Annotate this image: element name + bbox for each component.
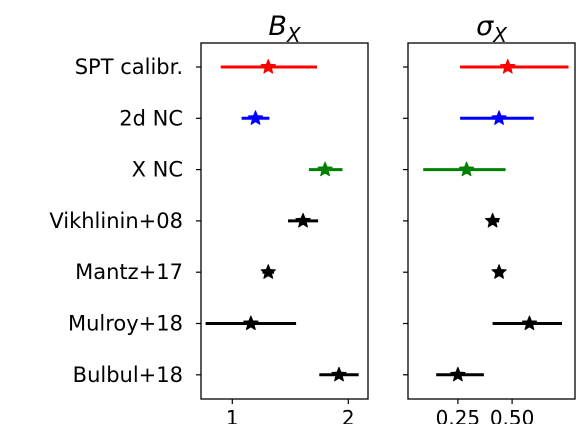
star-marker: [521, 315, 538, 331]
star-marker: [484, 212, 501, 228]
x-tick-label: 1: [226, 406, 239, 424]
star-marker: [317, 161, 333, 177]
row-label: Vikhlinin+08: [49, 209, 183, 233]
row-label: SPT calibr.: [75, 55, 183, 79]
star-marker: [247, 110, 264, 125]
star-marker: [243, 315, 259, 331]
panel-b-x-frame: [200, 42, 369, 400]
row-label: 2d NC: [119, 106, 183, 130]
star-marker: [491, 264, 507, 279]
star-marker: [491, 110, 507, 125]
row-label: Bulbul+18: [73, 363, 183, 387]
row-label: Mulroy+18: [68, 312, 183, 336]
x-tick-label: 2: [342, 406, 355, 424]
panel-b-x-title: BX: [268, 11, 302, 47]
panel-sigma-x-title: σX: [476, 11, 508, 47]
panel-b-x-marks: [205, 59, 359, 382]
panel-sigma-x-ticks: 0.25 0.50: [403, 66, 535, 424]
panel-sigma-x-marks: [423, 59, 569, 382]
panel-b-x: BX SPT calibr. 2d NC X NC Vikhlinin+08 Mantz…: [49, 11, 369, 424]
star-marker: [260, 59, 276, 74]
panel-sigma-x: σX 0.25 0.50: [403, 11, 576, 424]
star-marker: [331, 366, 347, 382]
star-marker: [295, 212, 311, 228]
x-tick-label: 0.50: [490, 406, 535, 424]
star-marker: [450, 366, 466, 382]
row-label: X NC: [132, 158, 183, 182]
star-marker: [458, 161, 475, 177]
x-tick-label: 0.25: [436, 406, 481, 424]
row-label: Mantz+17: [75, 260, 183, 284]
row-labels: SPT calibr. 2d NC X NC Vikhlinin+08 Mantz+17…: [49, 55, 183, 387]
star-marker: [500, 59, 516, 74]
star-marker: [260, 264, 276, 279]
